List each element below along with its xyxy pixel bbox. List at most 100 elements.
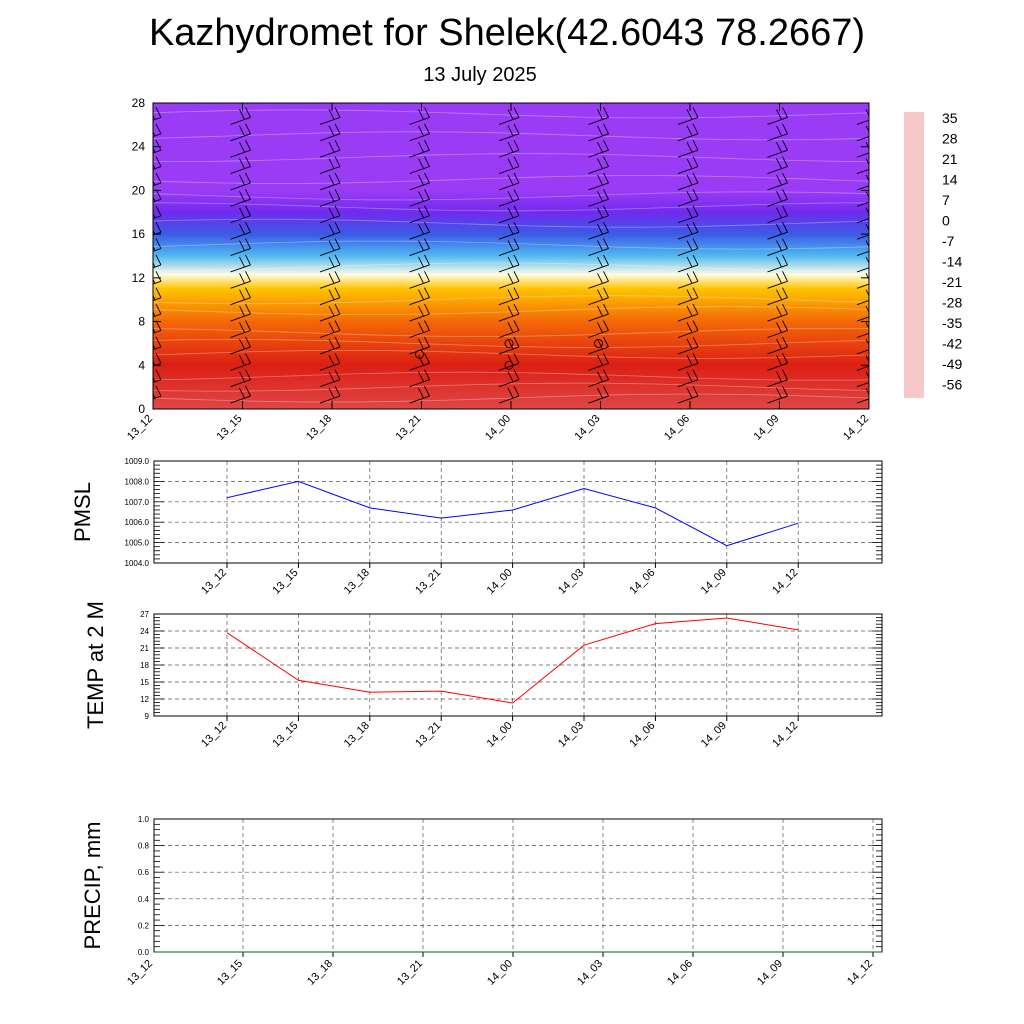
y-tick-label: 18 <box>140 661 149 670</box>
temperature-field <box>153 103 869 409</box>
colorbar-label: 35 <box>942 110 958 126</box>
wind-barb <box>319 205 341 224</box>
contour-line <box>153 240 869 250</box>
wind-barb <box>588 123 609 142</box>
wind-barb <box>153 139 162 154</box>
wind-barb <box>409 205 430 224</box>
wind-barb <box>498 189 520 207</box>
colorbar-label: 28 <box>942 131 958 147</box>
wind-barb <box>767 123 788 142</box>
wind-barb <box>588 172 609 191</box>
wind-barb <box>319 336 341 355</box>
wind-barb <box>498 369 520 388</box>
wind-barb <box>319 238 341 256</box>
wind-barb <box>498 123 520 142</box>
x-tick-label: 13_18 <box>342 720 372 750</box>
y-tick-label: 9 <box>145 712 150 721</box>
wind-barb <box>153 369 162 383</box>
wind-barb <box>319 385 341 404</box>
y-tick-label: 0 <box>138 402 145 416</box>
x-tick-label: 14_09 <box>755 958 785 988</box>
wind-barb <box>230 156 251 174</box>
wind-barb <box>767 336 788 355</box>
wind-barb <box>588 139 609 158</box>
y-axis-label: PMSL <box>70 482 95 542</box>
wind-barb <box>677 107 699 125</box>
wind-barb <box>230 287 251 306</box>
wind-barb <box>153 238 162 252</box>
wind-barb <box>230 139 251 158</box>
wind-barb <box>767 156 788 174</box>
colorbar-label: 0 <box>942 213 950 229</box>
wind-barb <box>230 271 251 289</box>
x-tick-label: 13_21 <box>413 720 443 750</box>
upper-air-panel: 0 4 8 12 16 20 24 28 13_12 13_15 13_18 13_21 14_00 14… <box>125 96 871 443</box>
page-title: Kazhydromet for Shelek(42.6043 78.2667) <box>148 12 866 54</box>
wind-barb <box>230 238 251 256</box>
wind-barb <box>498 320 520 338</box>
wind-barb <box>588 303 609 322</box>
precip-panel: 0.0 0.2 0.4 0.6 0.8 1.0 13_12 13_15 13_18 13_21 14… <box>80 815 883 988</box>
x-tick-label: 14_03 <box>556 720 586 750</box>
x-tick-label: 13_18 <box>305 958 335 988</box>
colorbar-label: -14 <box>942 254 962 270</box>
y-tick-label: 12 <box>140 695 149 704</box>
wind-barb <box>677 238 699 256</box>
wind-barb <box>677 172 699 191</box>
colorbar-label: -49 <box>942 356 962 372</box>
y-tick-label: 1009.0 <box>125 457 150 466</box>
x-tick-label: 13_15 <box>215 413 245 443</box>
x-tick-label: 13_18 <box>342 567 372 597</box>
contour-line <box>153 350 869 359</box>
contour-line <box>153 153 869 162</box>
wind-barb <box>230 303 251 322</box>
wind-barb <box>319 139 341 158</box>
wind-barb <box>767 107 788 125</box>
y-tick-label: 16 <box>132 227 146 241</box>
y-tick-label: 0.6 <box>138 868 150 877</box>
contour-line <box>153 339 869 348</box>
wind-barb <box>319 369 341 388</box>
x-tick-label: 14_00 <box>485 720 515 750</box>
wind-barb <box>767 271 788 289</box>
wind-barb <box>153 123 162 138</box>
wind-barb <box>409 221 430 240</box>
y-tick-label: 28 <box>132 96 146 110</box>
wind-barb <box>498 303 520 322</box>
wind-barb <box>230 320 251 338</box>
series-line <box>226 480 799 547</box>
colorbar-fill <box>904 112 924 398</box>
wind-barb <box>409 303 430 322</box>
wind-barb <box>153 271 162 285</box>
x-tick-label: 14_12 <box>841 413 871 443</box>
calm-wind-marker <box>594 338 603 348</box>
x-tick-label: 13_18 <box>304 413 334 443</box>
y-tick-label: 1006.0 <box>125 518 150 527</box>
wind-barb <box>767 205 788 224</box>
y-tick-label: 1008.0 <box>125 477 150 486</box>
y-tick-label: 27 <box>140 610 149 619</box>
x-tick-label: 13_12 <box>125 958 155 988</box>
wind-barb <box>677 123 699 142</box>
wind-barb <box>230 172 251 191</box>
contour-line <box>153 175 869 184</box>
colorbar-label: 21 <box>942 151 958 167</box>
contour-line <box>153 382 869 392</box>
axes-frame <box>153 613 883 717</box>
wind-barb <box>319 271 341 289</box>
colorbar-label: -56 <box>942 377 962 393</box>
wind-barb <box>230 369 251 388</box>
wind-barb <box>153 107 162 121</box>
colorbar-label: -7 <box>942 233 955 249</box>
page-date: 13 July 2025 <box>423 64 537 86</box>
axes-frame <box>153 818 883 953</box>
wind-barb <box>409 123 430 142</box>
wind-barb <box>498 287 520 306</box>
pmsl-panel: 1004.0 1005.0 1006.0 1007.0 1008.0 1009.0 13_1… <box>70 457 883 597</box>
wind-barb <box>230 254 251 273</box>
wind-barb <box>677 189 699 207</box>
wind-barb <box>588 385 609 404</box>
x-tick-label: 13_15 <box>270 720 300 750</box>
x-tick-label: 14_12 <box>770 720 800 750</box>
